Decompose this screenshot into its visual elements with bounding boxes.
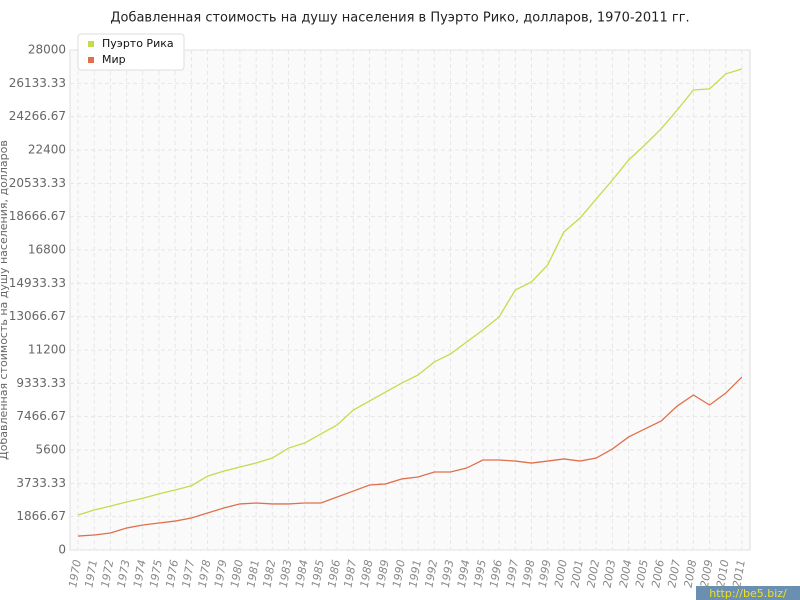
x-tick-label: 2006 xyxy=(649,559,667,589)
x-tick-label: 1985 xyxy=(309,559,327,589)
legend-swatch xyxy=(88,57,94,63)
series-line xyxy=(77,376,743,537)
y-tick-label: 11200 xyxy=(28,343,66,357)
x-tick-label: 1997 xyxy=(504,559,522,589)
x-tick-label: 1981 xyxy=(244,559,262,589)
legend-swatch xyxy=(88,41,94,47)
x-tick-label: 1979 xyxy=(212,559,230,589)
x-tick-label: 1998 xyxy=(520,559,538,589)
x-tick-label: 1996 xyxy=(487,559,505,589)
legend-box xyxy=(77,33,185,71)
x-tick-label: 2007 xyxy=(665,559,683,589)
y-tick-label: 26133.33 xyxy=(9,76,66,90)
x-tick-label: 1987 xyxy=(342,559,360,589)
x-tick-label: 1982 xyxy=(261,559,279,589)
y-tick-label: 1866.67 xyxy=(16,509,66,523)
y-tick-label: 7466.67 xyxy=(16,409,66,423)
y-tick-label: 3733.33 xyxy=(16,476,66,490)
x-tick-label: 1975 xyxy=(147,559,165,589)
y-tick-label: 0 xyxy=(58,543,66,557)
y-tick-label: 24266.67 xyxy=(9,109,66,123)
y-tick-label: 16800 xyxy=(28,243,66,257)
x-tick-label: 1988 xyxy=(358,559,376,589)
y-tick-label: 18666.67 xyxy=(9,209,66,223)
x-tick-label: 1972 xyxy=(99,559,117,589)
x-tick-label: 1970 xyxy=(66,559,84,589)
legend-label: Пуэрто Рика xyxy=(102,37,174,50)
x-tick-label: 1976 xyxy=(163,559,181,589)
x-tick-label: 1971 xyxy=(82,559,100,589)
x-tick-label: 1994 xyxy=(455,559,473,589)
x-tick-label: 1993 xyxy=(439,559,457,589)
x-tick-label: 2005 xyxy=(633,559,651,589)
series-line xyxy=(77,68,743,516)
x-tick-label: 2011 xyxy=(730,559,748,589)
x-tick-label: 1984 xyxy=(293,559,311,589)
x-tick-label: 1999 xyxy=(536,559,554,589)
y-tick-label: 13066.67 xyxy=(9,309,66,323)
y-tick-label: 5600 xyxy=(35,443,66,457)
x-tick-label: 1973 xyxy=(115,559,133,589)
plot-area xyxy=(69,49,751,551)
y-tick-label: 14933.33 xyxy=(9,276,66,290)
x-tick-label: 2002 xyxy=(584,559,602,589)
chart-title: Добавленная стоимость на душу населения … xyxy=(110,11,689,26)
x-tick-label: 2001 xyxy=(568,559,586,589)
x-tick-label: 1986 xyxy=(325,559,343,589)
y-tick-label: 20533.33 xyxy=(9,176,66,190)
y-tick-label: 9333.33 xyxy=(16,376,66,390)
watermark-bg xyxy=(696,586,800,600)
x-tick-label: 1974 xyxy=(131,559,149,589)
x-tick-label: 1989 xyxy=(374,559,392,589)
x-tick-label: 1983 xyxy=(277,559,295,589)
y-tick-label: 22400 xyxy=(28,143,66,157)
watermark: http://be5.biz/ xyxy=(709,587,787,600)
x-tick-label: 2008 xyxy=(682,559,700,589)
x-tick-label: 2010 xyxy=(714,559,732,589)
y-tick-label: 28000 xyxy=(28,43,66,57)
legend-label: Мир xyxy=(102,53,126,66)
x-tick-label: 1992 xyxy=(423,559,441,589)
x-tick-label: 1991 xyxy=(406,559,424,589)
x-tick-label: 1995 xyxy=(471,559,489,589)
x-tick-label: 2009 xyxy=(698,559,716,589)
x-tick-label: 2003 xyxy=(601,559,619,589)
x-tick-label: 1990 xyxy=(390,559,408,589)
x-tick-label: 1977 xyxy=(180,559,198,589)
x-tick-label: 2004 xyxy=(617,559,635,589)
y-axis-label: Добавленная стоимость на душу населения,… xyxy=(0,140,10,460)
x-tick-label: 1980 xyxy=(228,559,246,589)
x-tick-label: 1978 xyxy=(196,559,214,589)
x-tick-label: 2000 xyxy=(552,559,570,589)
